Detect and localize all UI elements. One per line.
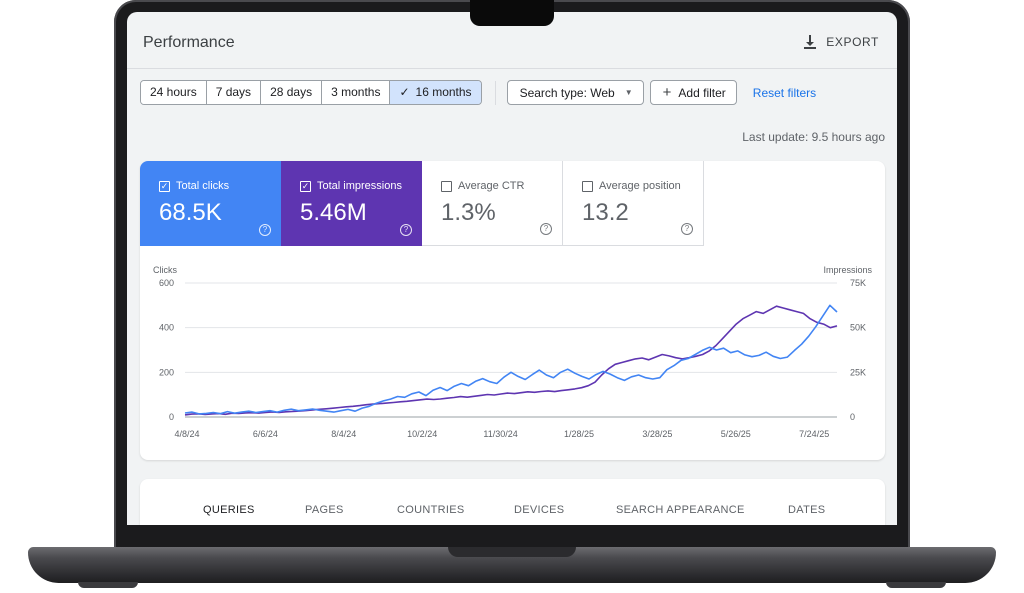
- checkbox-unchecked-icon[interactable]: [582, 180, 593, 192]
- metric-average-position[interactable]: Average position 13.2 ?: [563, 161, 704, 246]
- right-tick-label: 25K: [850, 367, 866, 377]
- left-tick-label: 600: [159, 278, 174, 288]
- right-tick-label: 75K: [850, 278, 866, 288]
- metric-value: 5.46M: [300, 199, 367, 226]
- metric-label: Total clicks: [176, 180, 230, 192]
- help-icon[interactable]: ?: [400, 224, 412, 236]
- filter-divider: [494, 80, 496, 105]
- search-type-label: Search type: Web: [519, 85, 615, 100]
- left-tick-label: 200: [159, 367, 174, 377]
- x-tick-label: 6/6/24: [253, 429, 278, 439]
- metric-total-clicks[interactable]: ✓ Total clicks 68.5K ?: [140, 161, 281, 246]
- dimension-tabs-card: QUERIES PAGES COUNTRIES DEVICES SEARCH A…: [140, 479, 885, 525]
- page-title: Performance: [143, 34, 235, 51]
- clicks-series-line: [184, 304, 838, 415]
- tab-queries[interactable]: QUERIES: [203, 504, 255, 516]
- metric-value: 1.3%: [441, 199, 496, 226]
- tab-dates[interactable]: DATES: [788, 504, 826, 516]
- x-tick-label: 1/28/25: [564, 429, 594, 439]
- checkbox-checked-icon[interactable]: ✓: [300, 180, 311, 192]
- screen: Performance EXPORT 24 hours 7 days 28 da…: [127, 12, 897, 525]
- tab-search-appearance[interactable]: SEARCH APPEARANCE: [616, 504, 745, 516]
- help-icon[interactable]: ?: [259, 224, 271, 236]
- header: Performance EXPORT: [127, 12, 897, 69]
- help-icon[interactable]: ?: [540, 223, 552, 235]
- x-tick-label: 10/2/24: [407, 429, 437, 439]
- date-range-selector: 24 hours 7 days 28 days 3 months ✓ 16 mon…: [140, 80, 482, 105]
- x-tick-label: 4/8/24: [174, 429, 199, 439]
- date-range-24-hours[interactable]: 24 hours: [141, 81, 207, 104]
- download-icon: [804, 35, 817, 49]
- right-tick-label: 50K: [850, 323, 866, 333]
- right-axis-title: Impressions: [823, 265, 872, 275]
- filter-bar: 24 hours 7 days 28 days 3 months ✓ 16 mon…: [140, 80, 816, 105]
- plus-icon: +: [662, 84, 672, 101]
- metric-label: Total impressions: [317, 180, 402, 192]
- check-icon: ✓: [399, 85, 410, 99]
- reset-filters-link[interactable]: Reset filters: [752, 85, 817, 100]
- performance-card: ✓ Total clicks 68.5K ? ✓ Total impressions…: [140, 161, 885, 460]
- add-filter-button[interactable]: + Add filter: [649, 80, 737, 105]
- x-tick-label: 3/28/25: [642, 429, 672, 439]
- x-tick-label: 8/4/24: [331, 429, 356, 439]
- metric-value: 13.2: [582, 199, 629, 226]
- laptop-foot-left: [78, 582, 138, 588]
- date-range-28-days[interactable]: 28 days: [261, 81, 323, 104]
- checkbox-checked-icon[interactable]: ✓: [159, 180, 170, 192]
- add-filter-label: Add filter: [678, 85, 726, 100]
- date-range-16-months[interactable]: ✓ 16 months: [390, 81, 481, 104]
- caret-down-icon: ▼: [624, 88, 633, 97]
- x-tick-label: 11/30/24: [483, 429, 517, 439]
- x-tick-label: 7/24/25: [799, 429, 829, 439]
- left-axis-title: Clicks: [153, 265, 177, 275]
- date-range-3-months[interactable]: 3 months: [322, 81, 391, 104]
- last-update: Last update: 9.5 hours ago: [742, 130, 885, 144]
- laptop-foot-right: [886, 582, 946, 588]
- camera-notch: [470, 0, 554, 26]
- dimension-tabs: QUERIES PAGES COUNTRIES DEVICES SEARCH A…: [140, 504, 885, 520]
- date-range-16-months-label: 16 months: [415, 85, 472, 99]
- metric-tiles: ✓ Total clicks 68.5K ? ✓ Total impressions…: [140, 161, 704, 246]
- right-tick-label: 0: [850, 412, 855, 422]
- metric-average-ctr[interactable]: Average CTR 1.3% ?: [422, 161, 563, 246]
- export-button[interactable]: EXPORT: [802, 34, 879, 50]
- metric-value: 68.5K: [159, 199, 222, 226]
- metric-label: Average CTR: [458, 180, 525, 192]
- left-tick-label: 400: [159, 323, 174, 333]
- help-icon[interactable]: ?: [681, 223, 693, 235]
- tab-devices[interactable]: DEVICES: [514, 504, 565, 516]
- impressions-series-line: [184, 305, 838, 416]
- tab-pages[interactable]: PAGES: [305, 504, 344, 516]
- metric-total-impressions[interactable]: ✓ Total impressions 5.46M ?: [281, 161, 422, 246]
- laptop-hinge: [448, 547, 576, 557]
- date-range-7-days[interactable]: 7 days: [206, 81, 262, 104]
- tab-countries[interactable]: COUNTRIES: [397, 504, 465, 516]
- export-label: EXPORT: [826, 35, 879, 49]
- search-type-dropdown[interactable]: Search type: Web ▼: [506, 80, 644, 105]
- checkbox-unchecked-icon[interactable]: [441, 180, 452, 192]
- left-tick-label: 0: [169, 412, 174, 422]
- x-tick-label: 5/26/25: [721, 429, 751, 439]
- metric-label: Average position: [599, 180, 681, 192]
